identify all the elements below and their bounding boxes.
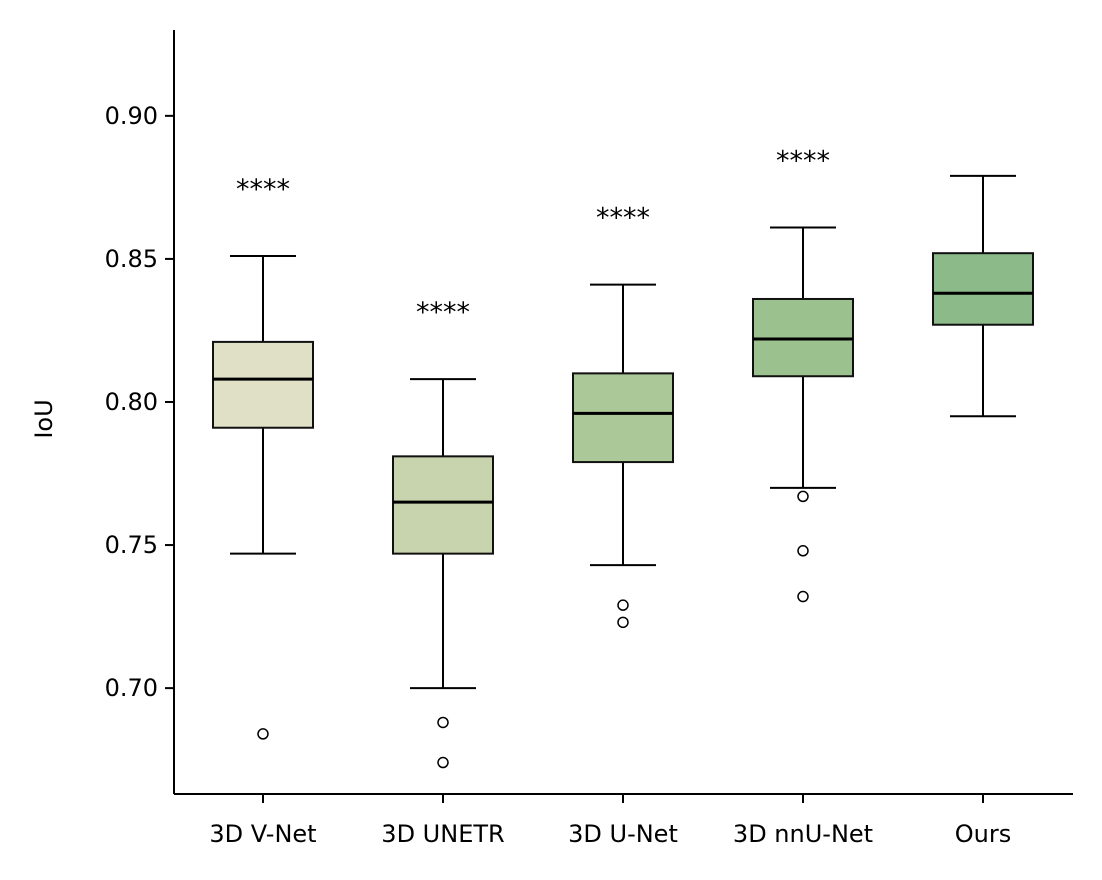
significance-label: **** bbox=[776, 145, 830, 176]
outlier-point bbox=[257, 728, 269, 740]
box-iqr bbox=[212, 340, 314, 429]
box-group bbox=[932, 174, 1034, 418]
outlier-point bbox=[617, 599, 629, 611]
box-iqr bbox=[932, 252, 1034, 326]
outlier-point bbox=[437, 756, 449, 769]
box-group: **** bbox=[212, 174, 314, 740]
y-axis-title: IoU bbox=[30, 399, 58, 438]
outlier-point bbox=[797, 545, 809, 557]
x-tick-label: Ours bbox=[955, 820, 1011, 848]
y-axis-ticks: 0.70 0.75 0.80 0.85 0.90 bbox=[105, 102, 174, 702]
significance-label: **** bbox=[236, 174, 290, 205]
outlier-point bbox=[797, 490, 809, 503]
x-axis-ticks: 3D V-Net 3D UNETR 3D U-Net 3D nnU-Net Ours bbox=[209, 794, 1011, 848]
box-group: **** bbox=[572, 203, 674, 629]
significance-label: **** bbox=[596, 203, 650, 234]
outlier-point bbox=[797, 590, 809, 603]
box-group: **** bbox=[752, 145, 854, 603]
box-group: **** bbox=[392, 297, 494, 769]
significance-label: **** bbox=[416, 297, 470, 328]
outlier-point bbox=[437, 716, 449, 729]
y-tick-label: 0.90 bbox=[105, 102, 158, 130]
outlier-point bbox=[617, 616, 629, 629]
box-iqr bbox=[392, 455, 494, 555]
x-tick-label: 3D U-Net bbox=[568, 820, 678, 848]
box-iqr bbox=[572, 372, 674, 464]
y-tick-label: 0.80 bbox=[105, 388, 158, 416]
plot-area: **** **** **** **** bbox=[212, 145, 1034, 769]
x-tick-label: 3D UNETR bbox=[381, 820, 504, 848]
y-tick-label: 0.75 bbox=[105, 531, 158, 559]
y-tick-label: 0.85 bbox=[105, 245, 158, 273]
x-tick-label: 3D nnU-Net bbox=[733, 820, 873, 848]
y-tick-label: 0.70 bbox=[105, 674, 158, 702]
x-tick-label: 3D V-Net bbox=[209, 820, 316, 848]
